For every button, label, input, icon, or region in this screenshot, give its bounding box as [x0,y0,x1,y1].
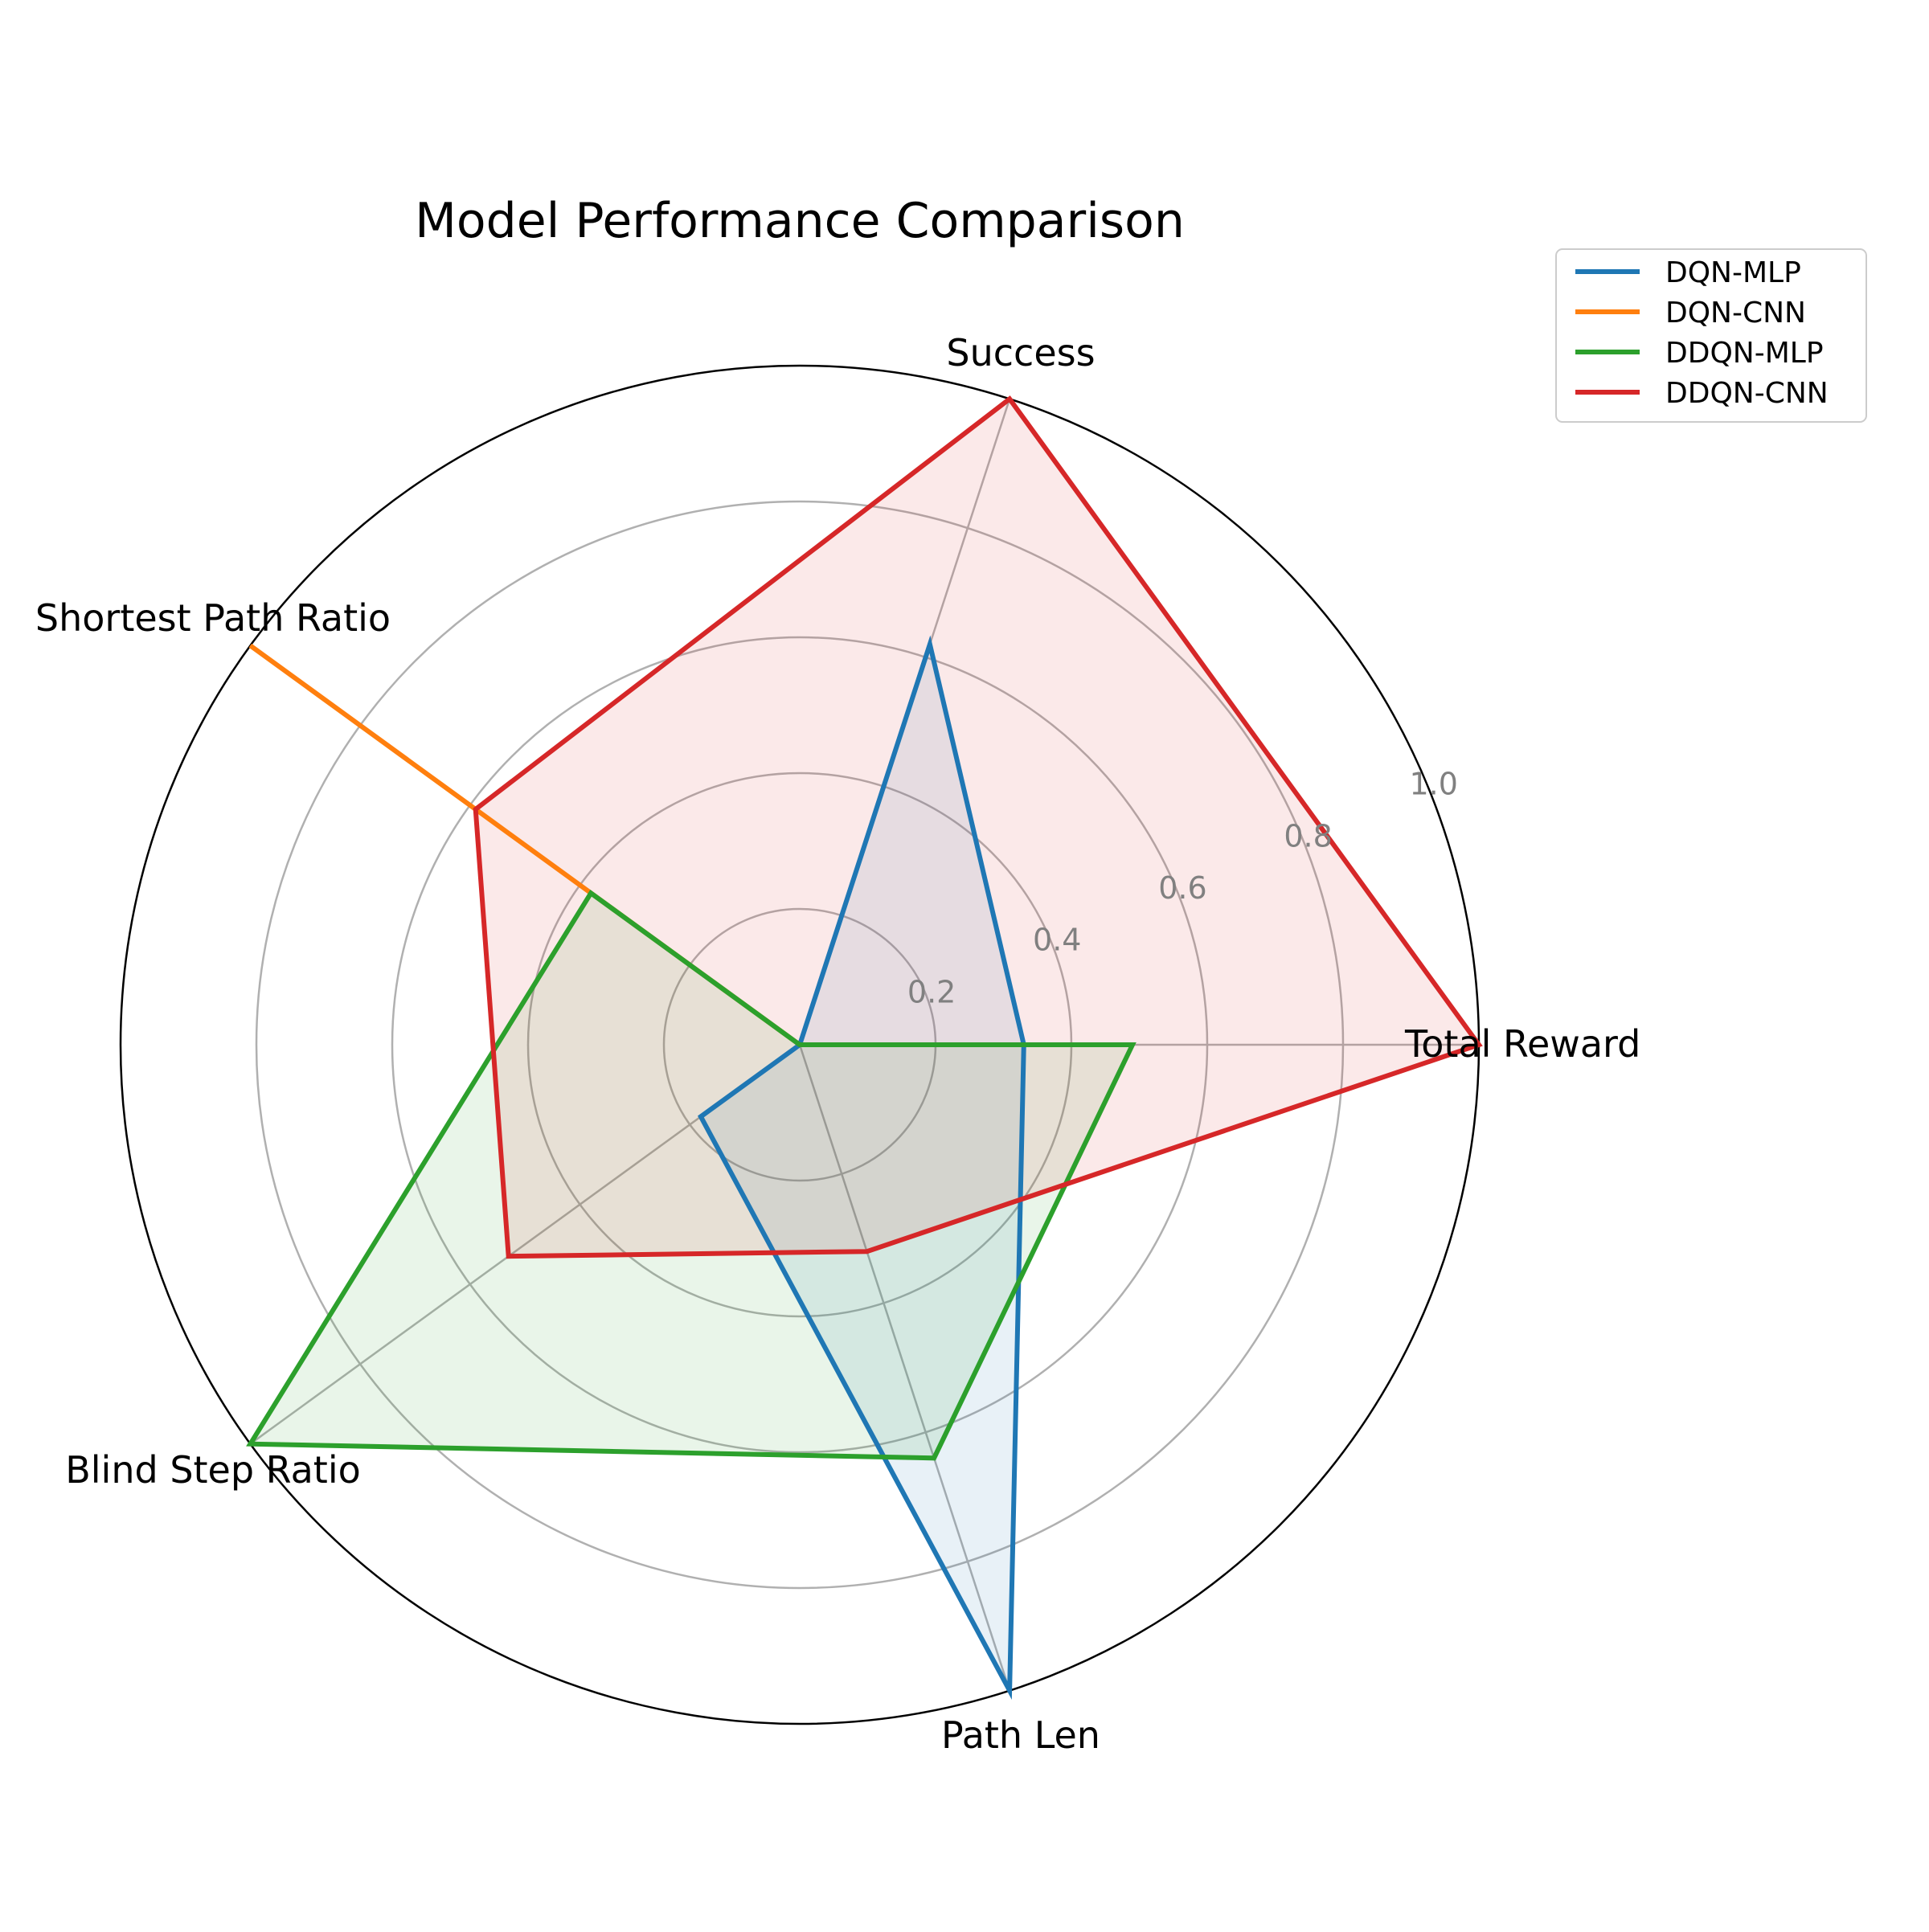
radial-tick-label: 0.4 [1033,923,1081,958]
grid-spoke [798,1044,1011,1692]
legend-label: DDQN-CNN [1665,377,1829,410]
legend-label: DDQN-MLP [1665,337,1824,370]
axis-label: Success [946,331,1095,375]
series-line-ddqn-cnn [473,395,1483,1259]
axis-label: Total Reward [1404,1022,1640,1066]
legend-label: DQN-MLP [1665,256,1801,289]
series-area-dqn-mlp [700,644,1024,1691]
axis-label: Shortest Path Ratio [35,596,391,640]
series-line-ddqn-mlp [246,889,1137,1461]
legend: DQN-MLP DQN-CNN DDQN-MLP DDQN-CNN [1555,248,1867,423]
radial-tick-label: 0.2 [907,974,956,1009]
legend-label: DQN-CNN [1665,297,1806,330]
axis-labels: Total Reward Success Shortest Path Ratio Bl… [35,331,1640,1757]
chart-title: Model Performance Comparison [415,193,1185,249]
radial-tick-label: 0.6 [1158,870,1206,906]
series-lines [246,395,1483,1701]
radial-tick-labels: 0.2 0.4 0.6 0.8 1.0 [907,767,1458,1010]
series-line-dqn-mlp [698,635,1026,1701]
radial-tick-label: 0.8 [1284,818,1332,853]
radial-tick-label: 1.0 [1409,767,1457,802]
axis-label: Path Len [941,1713,1100,1757]
axis-label: Blind Step Ratio [65,1448,361,1492]
series-area-ddqn-mlp [250,893,1132,1459]
legend-frame [1555,248,1867,423]
series-area-ddqn-cnn [475,399,1480,1257]
